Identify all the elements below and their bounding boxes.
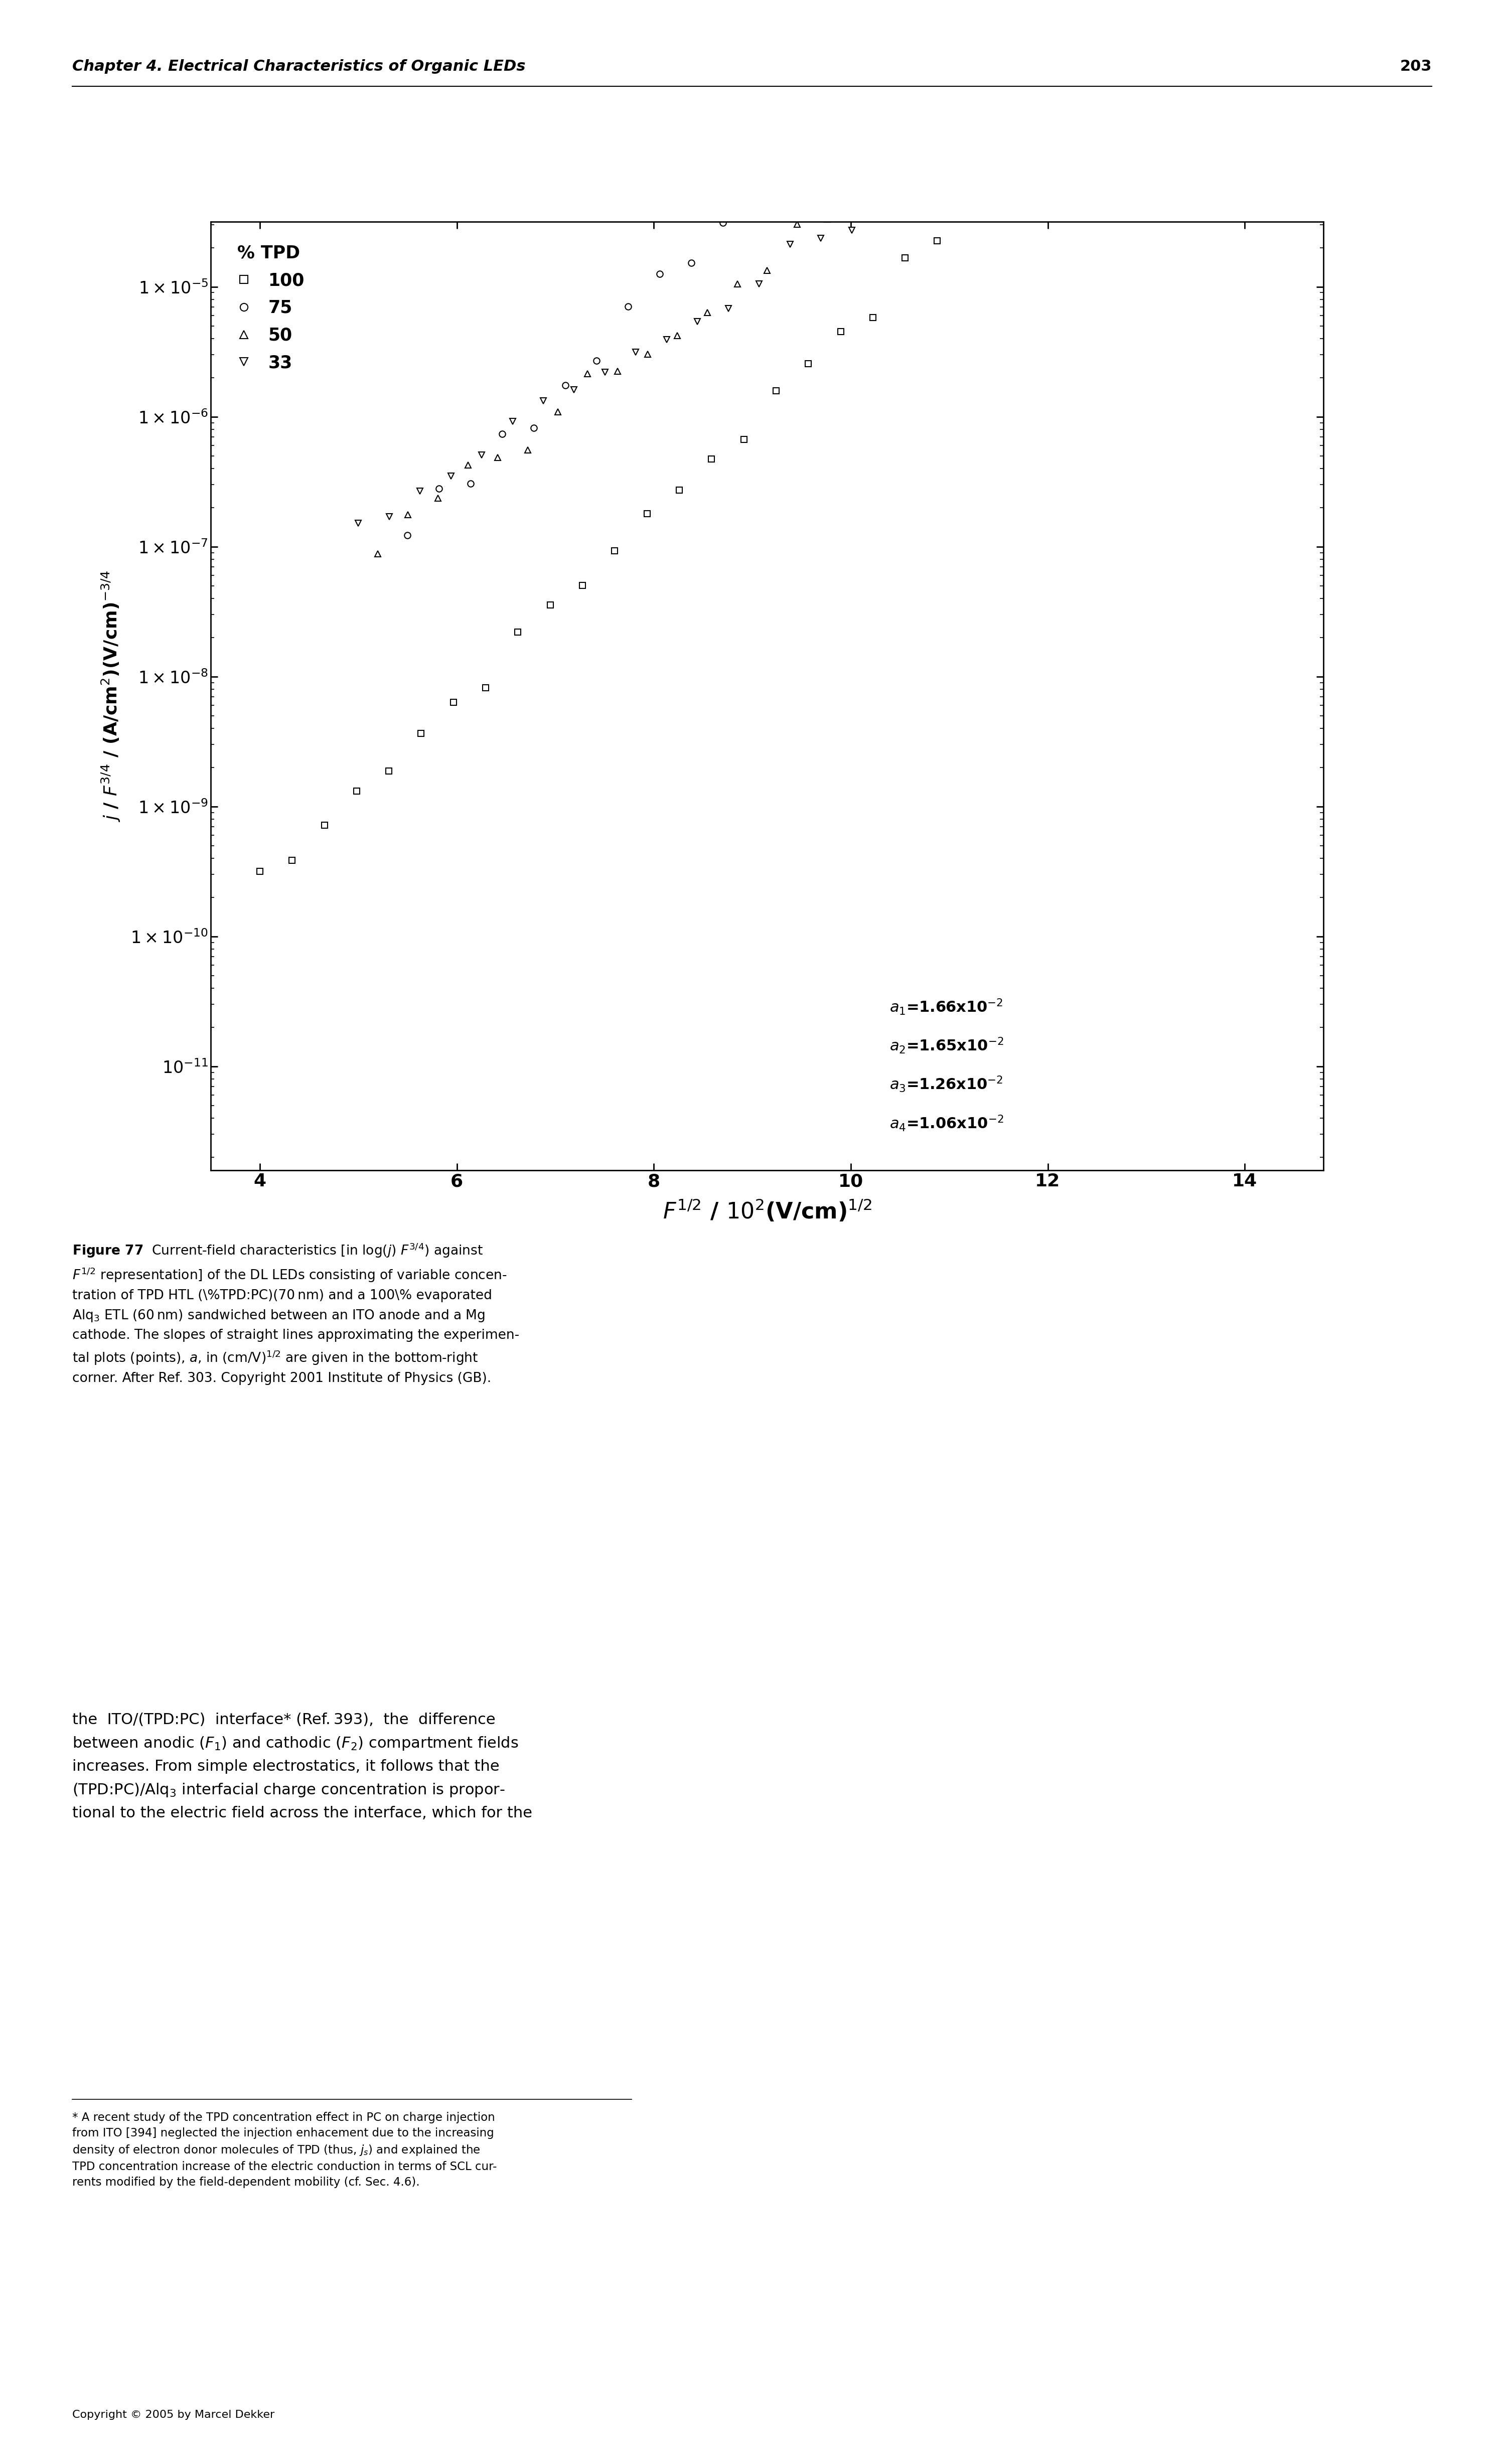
Text: 203: 203 bbox=[1400, 59, 1432, 74]
Legend: 100, 75, 50, 33: 100, 75, 50, 33 bbox=[220, 232, 319, 384]
Text: $a_1$=1.66x10$^{-2}$

$a_2$=1.65x10$^{-2}$

$a_3$=1.26x10$^{-2}$

$a_4$=1.06x10$: $a_1$=1.66x10$^{-2}$ $a_2$=1.65x10$^{-2}… bbox=[889, 998, 1003, 1133]
Text: * A recent study of the TPD concentration effect in PC on charge injection
from : * A recent study of the TPD concentratio… bbox=[72, 2112, 496, 2188]
X-axis label: $F^{1/2}$ / $10^{2}$(V/cm)$^{1/2}$: $F^{1/2}$ / $10^{2}$(V/cm)$^{1/2}$ bbox=[663, 1198, 871, 1225]
Text: $\mathbf{Figure\ 77}$  Current-field characteristics [in log($j$) $F^{3/4}$) aga: $\mathbf{Figure\ 77}$ Current-field char… bbox=[72, 1242, 519, 1385]
Text: Copyright © 2005 by Marcel Dekker: Copyright © 2005 by Marcel Dekker bbox=[72, 2410, 275, 2420]
Text: the  ITO/(TPD:PC)  interface* (Ref. 393),  the  difference
between anodic ($F_1$: the ITO/(TPD:PC) interface* (Ref. 393), … bbox=[72, 1712, 532, 1821]
Text: Chapter 4. Electrical Characteristics of Organic LEDs: Chapter 4. Electrical Characteristics of… bbox=[72, 59, 525, 74]
Y-axis label: $j$ / $F^{3/4}$ / (A/cm$^{2}$)(V/cm)$^{-3/4}$: $j$ / $F^{3/4}$ / (A/cm$^{2}$)(V/cm)$^{-… bbox=[101, 569, 122, 823]
